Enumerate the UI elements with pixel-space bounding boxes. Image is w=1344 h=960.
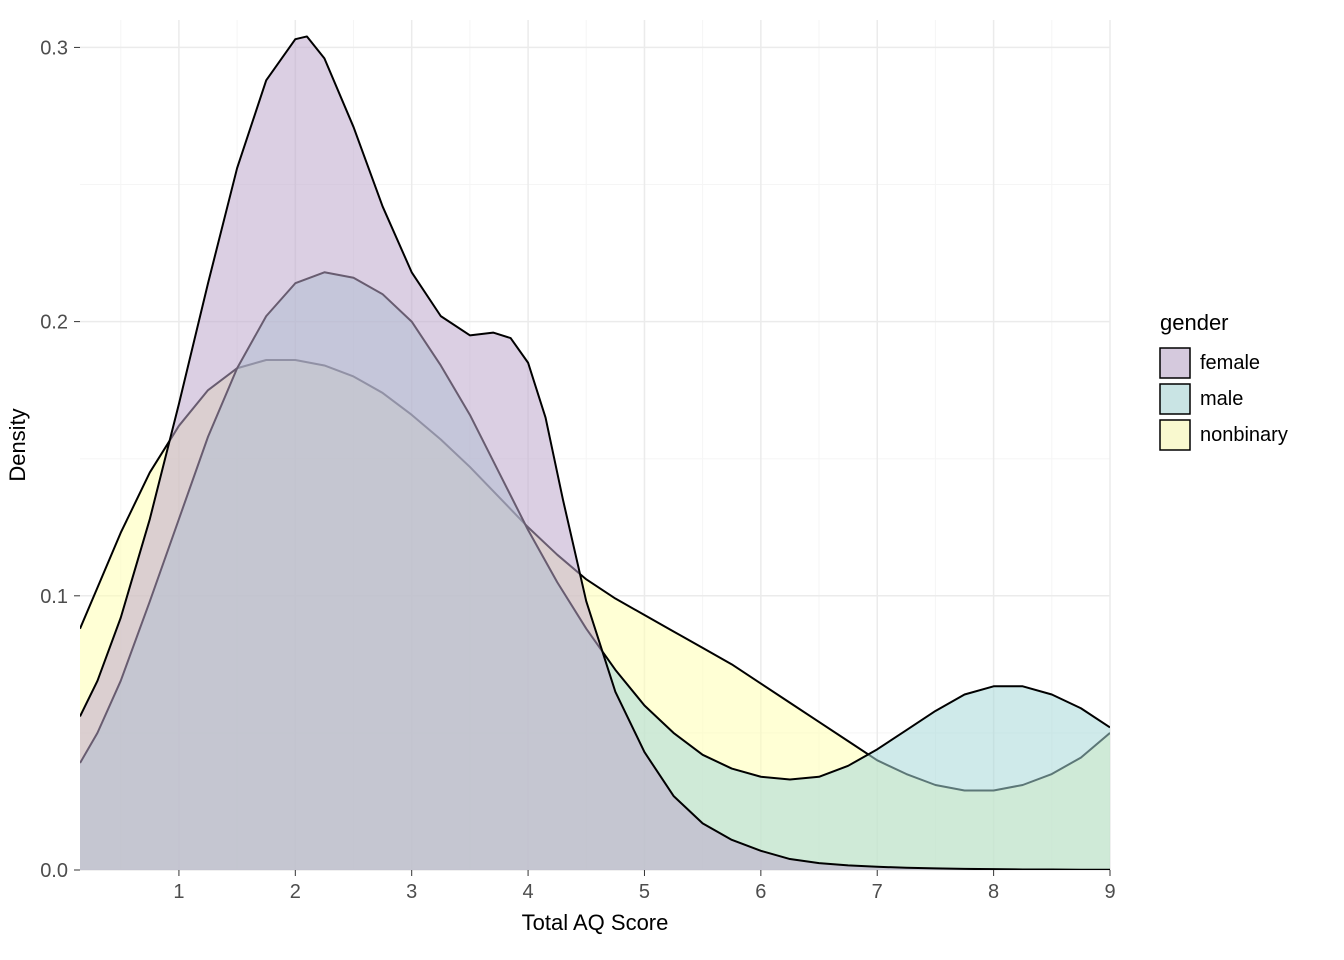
y-tick-label: 0.0	[40, 860, 68, 882]
y-tick-label: 0.1	[40, 586, 68, 608]
y-tick-label: 0.3	[40, 37, 68, 59]
x-tick-label: 8	[988, 881, 999, 903]
legend-label: male	[1200, 388, 1243, 410]
x-tick-label: 3	[406, 881, 417, 903]
x-tick-label: 2	[290, 881, 301, 903]
legend: gender female male nonbinary	[1160, 310, 1288, 450]
density-chart: 1 2 3 4 5 6 7 8 9 0.0 0.1 0.2 0.3 Total AQ Score Densi…	[0, 0, 1344, 960]
chart-container: 1 2 3 4 5 6 7 8 9 0.0 0.1 0.2 0.3 Total AQ Score Densi…	[0, 0, 1344, 960]
legend-swatch-male	[1160, 384, 1190, 414]
x-tick-label: 9	[1104, 881, 1115, 903]
legend-label: female	[1200, 352, 1260, 374]
x-tick-label: 7	[872, 881, 883, 903]
x-tick-label: 1	[173, 881, 184, 903]
x-tick-label: 5	[639, 881, 650, 903]
y-axis-title: Density	[5, 408, 30, 481]
legend-swatch-nonbinary	[1160, 420, 1190, 450]
x-tick-label: 4	[523, 881, 534, 903]
y-tick-label: 0.2	[40, 312, 68, 334]
legend-title: gender	[1160, 310, 1229, 335]
legend-label: nonbinary	[1200, 424, 1288, 446]
x-axis-title: Total AQ Score	[522, 910, 669, 935]
x-tick-label: 6	[755, 881, 766, 903]
legend-swatch-female	[1160, 348, 1190, 378]
